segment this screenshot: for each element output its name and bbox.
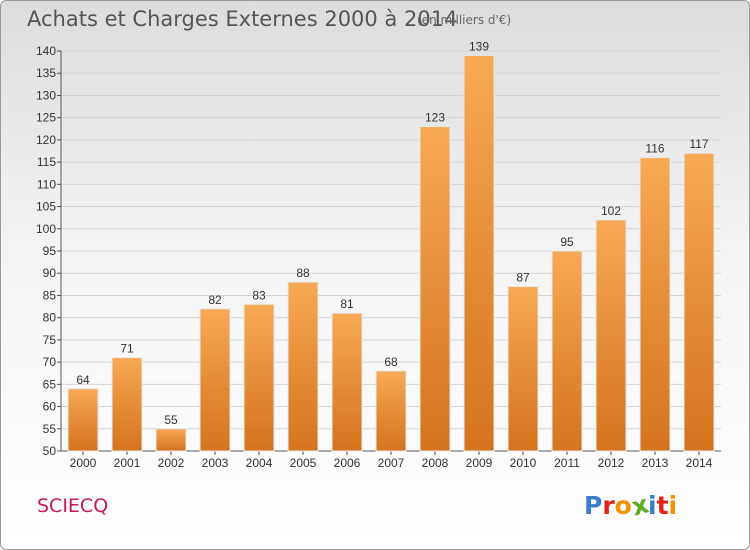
data-label-2013: 116 bbox=[645, 142, 664, 156]
x-tick-label-2001: 2001 bbox=[114, 456, 141, 470]
y-tick-label: 50 bbox=[43, 444, 57, 458]
x-tick-label-2013: 2013 bbox=[642, 456, 669, 470]
x-tick-label-2003: 2003 bbox=[202, 456, 229, 470]
data-label-2003: 82 bbox=[208, 293, 222, 307]
chart-title: Achats et Charges Externes 2000 à 2014 bbox=[27, 7, 458, 31]
bar-2007 bbox=[375, 370, 407, 452]
bar-2006 bbox=[331, 312, 363, 452]
y-tick-label: 95 bbox=[43, 244, 57, 258]
bar-2010 bbox=[507, 286, 539, 452]
x-tick-label-2000: 2000 bbox=[70, 456, 97, 470]
y-tick-label: 110 bbox=[37, 177, 56, 191]
y-tick-label: 65 bbox=[43, 377, 57, 391]
y-tick-labels: 50 55 60 65 70 75 80 85 90 95 100 105 110 115 120 125 13… bbox=[36, 44, 56, 458]
y-tick-label: 115 bbox=[37, 155, 56, 169]
y-tick-label: 55 bbox=[43, 422, 57, 436]
bar-2009 bbox=[463, 54, 495, 452]
y-tick-label: 75 bbox=[43, 333, 57, 347]
chart-unit: (en milliers d'€) bbox=[417, 13, 512, 27]
proxiti-logo: Proxiti bbox=[584, 489, 678, 522]
x-tick-label-2006: 2006 bbox=[334, 456, 361, 470]
x-tick-label-2004: 2004 bbox=[246, 456, 273, 470]
y-tick-label: 120 bbox=[36, 133, 56, 147]
x-tick-label-2012: 2012 bbox=[598, 456, 625, 470]
data-label-2005: 88 bbox=[296, 266, 310, 280]
x-tick-label-2009: 2009 bbox=[466, 456, 493, 470]
data-label-2008: 123 bbox=[425, 111, 445, 125]
bars bbox=[67, 54, 715, 452]
x-tick-label-2005: 2005 bbox=[290, 456, 317, 470]
y-tick-label: 135 bbox=[36, 66, 56, 80]
data-label-2010: 87 bbox=[516, 271, 530, 285]
data-label-2007: 68 bbox=[384, 355, 398, 369]
bar-2011 bbox=[551, 250, 583, 452]
y-tick-label: 80 bbox=[43, 311, 57, 325]
bar-2005 bbox=[287, 281, 319, 452]
bar-2002 bbox=[155, 428, 187, 452]
x-tick-label-2014: 2014 bbox=[686, 456, 713, 470]
data-labels: 64 71 55 82 83 88 81 68 123 139 87 95 102 116 117 bbox=[76, 39, 709, 426]
bar-2004 bbox=[243, 303, 275, 452]
bar-2003 bbox=[199, 308, 231, 452]
y-tick-label: 60 bbox=[43, 400, 57, 414]
y-tick-label: 140 bbox=[36, 44, 56, 58]
data-label-2001: 71 bbox=[120, 342, 134, 356]
x-tick-label-2010: 2010 bbox=[510, 456, 537, 470]
data-label-2014: 117 bbox=[689, 137, 708, 151]
x-tick-label-2008: 2008 bbox=[422, 456, 449, 470]
bar-2001 bbox=[111, 357, 143, 452]
x-tick-label-2002: 2002 bbox=[158, 456, 185, 470]
y-tick-label: 130 bbox=[36, 88, 56, 102]
data-label-2002: 55 bbox=[164, 413, 178, 427]
commune-name: SCIECQ bbox=[37, 495, 109, 517]
y-tick-label: 105 bbox=[36, 200, 56, 214]
y-tick-label: 125 bbox=[36, 111, 56, 125]
data-label-2011: 95 bbox=[560, 235, 574, 249]
y-tick-label: 90 bbox=[43, 266, 57, 280]
data-label-2004: 83 bbox=[252, 288, 266, 302]
bar-2000 bbox=[67, 388, 99, 452]
y-tick-label: 85 bbox=[43, 288, 57, 302]
x-tick-label-2011: 2011 bbox=[554, 456, 580, 470]
data-label-2006: 81 bbox=[340, 297, 354, 311]
x-tick-label-2007: 2007 bbox=[378, 456, 405, 470]
bar-2013 bbox=[639, 157, 671, 452]
bar-2008 bbox=[419, 126, 451, 452]
bar-2014 bbox=[683, 152, 715, 452]
data-label-2000: 64 bbox=[76, 373, 90, 387]
x-tick-labels: 2000 2001 2002 2003 2004 2005 2006 2007 2008 2009… bbox=[70, 456, 713, 470]
bar-2012 bbox=[595, 219, 627, 452]
data-label-2009: 139 bbox=[469, 39, 489, 53]
y-tick-label: 100 bbox=[36, 222, 56, 236]
data-label-2012: 102 bbox=[601, 204, 621, 218]
y-tick-label: 70 bbox=[43, 355, 57, 369]
